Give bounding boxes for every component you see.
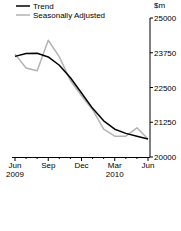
legend-label: Trend <box>33 2 54 11</box>
y-tick-label: 21250 <box>154 118 177 127</box>
x-tick-label-part: Sep <box>41 161 56 170</box>
x-tick-label: Dec <box>74 161 88 170</box>
y-tick <box>150 122 153 123</box>
series-line <box>15 53 148 139</box>
x-tick-label: Sep <box>41 161 56 170</box>
x-tick-label: Mar2010 <box>106 161 124 179</box>
x-tick <box>125 157 126 159</box>
x-tick-label-part: Jun <box>142 161 155 170</box>
y-tick-label: 20000 <box>154 153 177 162</box>
x-tick <box>103 157 104 159</box>
x-tick-label-part: Jun <box>9 161 22 170</box>
y-axis-label: $m <box>154 1 165 10</box>
y-tick-label: 22500 <box>154 84 177 93</box>
y-tick <box>150 157 153 158</box>
x-tick <box>26 157 27 159</box>
x-tick-label-part: Mar <box>108 161 122 170</box>
x-tick <box>92 157 93 159</box>
y-tick-label: 25000 <box>154 14 177 23</box>
legend-label: Seasonally Adjusted <box>33 11 105 20</box>
x-tick <box>37 157 38 159</box>
y-tick-label: 23750 <box>154 49 177 58</box>
x-tick-label-part: 2010 <box>106 170 124 179</box>
y-tick <box>150 87 153 88</box>
x-tick-label-part: Dec <box>74 161 88 170</box>
plot <box>15 40 148 139</box>
x-tick <box>70 157 71 159</box>
legend-swatch <box>16 14 30 16</box>
x-tick-label-part: 2009 <box>6 170 24 179</box>
x-tick <box>136 157 137 159</box>
x-tick <box>59 157 60 159</box>
x-tick-label: Jun <box>142 161 155 170</box>
y-tick <box>150 18 153 19</box>
y-tick <box>150 52 153 53</box>
legend-swatch <box>16 5 30 7</box>
chart: 2000021250225002375025000$mJun2009SepDec… <box>0 0 181 231</box>
x-tick-label: Jun2009 <box>6 161 24 179</box>
series-line <box>15 40 148 139</box>
